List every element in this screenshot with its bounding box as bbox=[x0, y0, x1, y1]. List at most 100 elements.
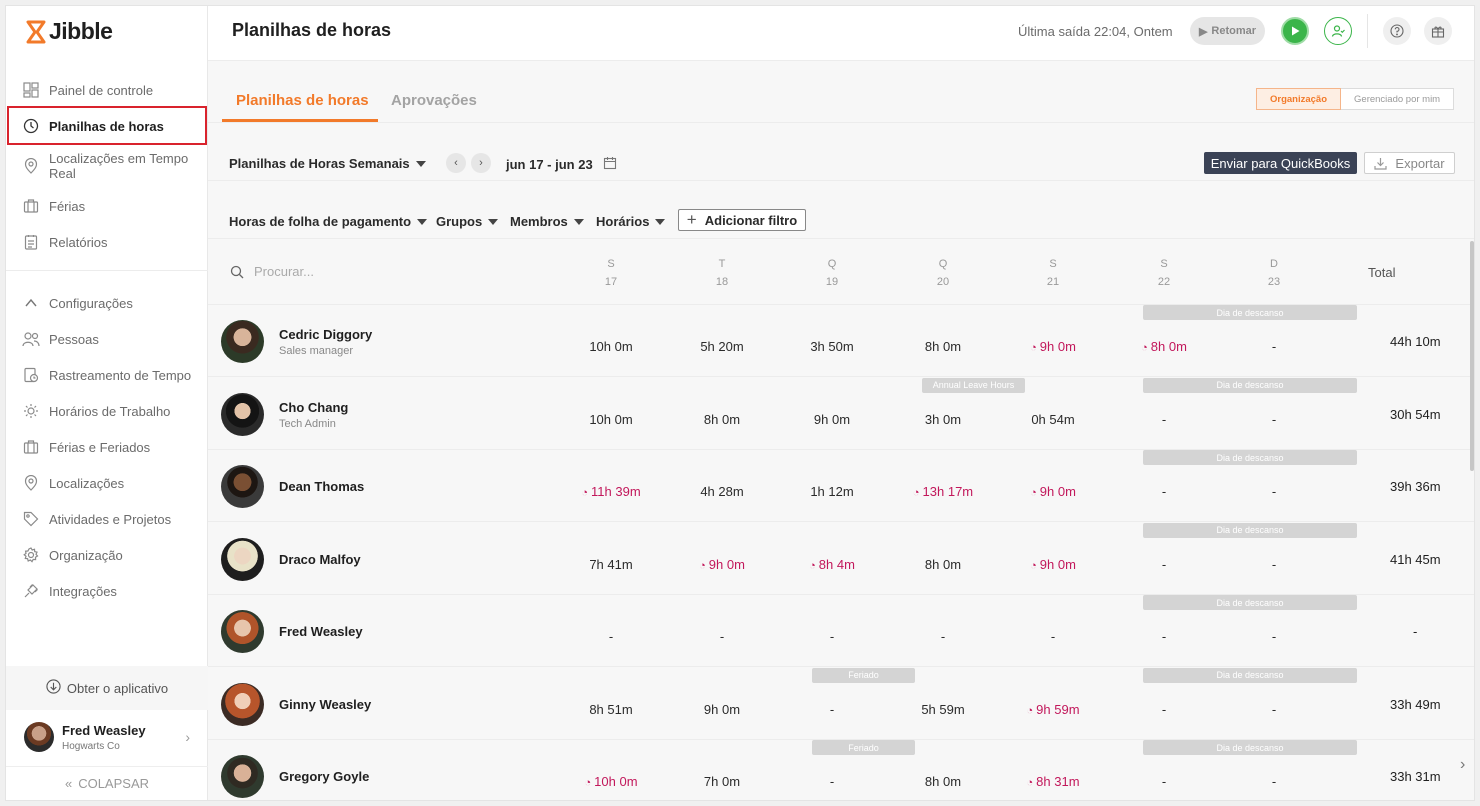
member-name[interactable]: Gregory Goyle bbox=[279, 769, 370, 784]
day-hours-cell[interactable]: 10h 0m bbox=[589, 339, 633, 354]
table-row[interactable]: Cho Chang Tech Admin Annual Leave Hours Dia… bbox=[208, 377, 1474, 450]
day-hours-cell[interactable]: 9h 0m bbox=[998, 484, 1108, 499]
sidebar-item-leave-holidays[interactable]: Férias e Feriados bbox=[6, 429, 208, 465]
day-hours-cell[interactable]: 5h 59m bbox=[921, 701, 965, 717]
day-hours-cell[interactable]: 7h 41m bbox=[589, 556, 633, 572]
day-hours-cell[interactable]: 8h 0m bbox=[924, 339, 962, 354]
table-row[interactable]: Fred Weasley Dia de descanso - - - - - - - - bbox=[208, 595, 1474, 667]
sidebar-item-dashboard[interactable]: Painel de controle bbox=[6, 72, 208, 108]
day-hours-cell[interactable]: 0h 54m bbox=[1031, 411, 1075, 427]
previous-week-button[interactable]: ‹ bbox=[446, 153, 466, 173]
sidebar-item-work-schedules[interactable]: Horários de Trabalho bbox=[6, 393, 208, 429]
day-hours-cell[interactable]: - bbox=[1161, 556, 1167, 572]
day-hours-cell[interactable]: 4h 28m bbox=[700, 484, 744, 499]
next-week-button[interactable]: › bbox=[471, 153, 491, 173]
sidebar-item-locations[interactable]: Localizações bbox=[6, 465, 208, 501]
day-hours-cell[interactable]: 9h 59m bbox=[998, 702, 1108, 717]
get-app-button[interactable]: Obter o aplicativo bbox=[6, 666, 208, 710]
day-hours-cell[interactable]: - bbox=[940, 629, 946, 644]
members-filter-dropdown[interactable]: Membros bbox=[510, 214, 584, 229]
day-hours-cell[interactable]: 8h 0m bbox=[924, 774, 962, 789]
day-hours-cell[interactable]: - bbox=[1271, 556, 1277, 572]
search-field[interactable]: Procurar... bbox=[230, 264, 314, 279]
day-hours-cell[interactable]: - bbox=[1050, 629, 1056, 644]
export-button[interactable]: Exportar bbox=[1364, 152, 1455, 174]
day-hours-cell[interactable]: - bbox=[608, 629, 614, 644]
clock-in-play-button[interactable] bbox=[1281, 17, 1309, 45]
sidebar-item-reports[interactable]: Relatórios bbox=[6, 224, 208, 260]
day-hours-cell[interactable]: - bbox=[1271, 411, 1277, 427]
sidebar-item-activities-projects[interactable]: Atividades e Projetos bbox=[6, 501, 208, 537]
member-name[interactable]: Cho Chang bbox=[279, 399, 349, 415]
schedules-filter-dropdown[interactable]: Horários bbox=[596, 214, 666, 229]
day-hours-cell[interactable]: 9h 0m bbox=[813, 411, 851, 427]
help-button[interactable] bbox=[1383, 17, 1411, 45]
collapse-sidebar-button[interactable]: « COLAPSAR bbox=[6, 766, 208, 800]
view-dropdown[interactable]: Planilhas de Horas Semanais bbox=[229, 156, 426, 171]
clock-in-for-others-button[interactable] bbox=[1324, 17, 1352, 45]
day-hours-cell[interactable]: - bbox=[829, 774, 835, 789]
day-hours-cell[interactable]: 7h 0m bbox=[703, 774, 741, 789]
day-hours-cell[interactable]: 8h 31m bbox=[998, 774, 1108, 789]
day-hours-cell[interactable]: 10h 0m bbox=[556, 774, 666, 789]
sidebar-item-live-locations[interactable]: Localizações em Tempo Real bbox=[6, 144, 208, 188]
scope-managed-by-me-button[interactable]: Gerenciado por mim bbox=[1354, 93, 1441, 105]
member-name[interactable]: Ginny Weasley bbox=[279, 696, 372, 712]
day-hours-cell[interactable]: 8h 0m bbox=[924, 556, 962, 572]
table-row[interactable]: Gregory Goyle Feriado Dia de descanso 10h 0… bbox=[208, 740, 1474, 800]
add-filter-button[interactable]: + Adicionar filtro bbox=[678, 209, 806, 231]
day-hours-cell[interactable]: - bbox=[1161, 701, 1167, 717]
calendar-icon[interactable] bbox=[603, 156, 617, 175]
tab-approvals[interactable]: Aprovações bbox=[391, 92, 477, 109]
groups-filter-dropdown[interactable]: Grupos bbox=[436, 214, 499, 229]
day-hours-cell[interactable]: - bbox=[1161, 411, 1167, 427]
day-hours-cell[interactable]: - bbox=[829, 701, 835, 717]
payroll-hours-dropdown[interactable]: Horas de folha de pagamento bbox=[229, 214, 428, 229]
tab-timesheets[interactable]: Planilhas de horas bbox=[236, 92, 369, 109]
scope-organization-button[interactable]: Organização bbox=[1256, 88, 1342, 110]
day-hours-cell[interactable]: 9h 0m bbox=[998, 339, 1108, 354]
member-name[interactable]: Draco Malfoy bbox=[279, 551, 361, 567]
sidebar-item-integrations[interactable]: Integrações bbox=[6, 573, 208, 609]
whats-new-button[interactable] bbox=[1424, 17, 1452, 45]
day-hours-cell[interactable]: - bbox=[829, 629, 835, 644]
member-name[interactable]: Fred Weasley bbox=[279, 624, 363, 639]
sidebar-settings-toggle[interactable]: Configurações bbox=[6, 285, 208, 321]
day-hours-cell[interactable]: 9h 0m bbox=[667, 557, 777, 572]
member-name[interactable]: Cedric Diggory bbox=[279, 327, 373, 342]
day-hours-cell[interactable]: 9h 0m bbox=[703, 701, 741, 717]
sidebar-item-leave[interactable]: Férias bbox=[6, 188, 208, 224]
day-hours-cell[interactable]: 1h 12m bbox=[810, 484, 854, 499]
day-hours-cell[interactable]: 8h 4m bbox=[777, 557, 887, 572]
sidebar-item-timesheets[interactable]: Planilhas de horas bbox=[6, 108, 208, 144]
day-hours-cell[interactable]: - bbox=[1271, 629, 1277, 644]
date-range[interactable]: jun 17 - jun 23 bbox=[506, 157, 593, 172]
day-hours-cell[interactable]: 11h 39m bbox=[556, 484, 666, 499]
sidebar-item-people[interactable]: Pessoas bbox=[6, 321, 208, 357]
day-hours-cell[interactable]: - bbox=[1161, 484, 1167, 499]
resume-button[interactable]: ▶ Retomar bbox=[1190, 17, 1265, 45]
jibble-logo[interactable]: Jibble bbox=[26, 18, 113, 45]
day-hours-cell[interactable]: 3h 0m bbox=[924, 411, 962, 427]
sidebar-item-organization[interactable]: Organização bbox=[6, 537, 208, 573]
day-hours-cell[interactable]: 8h 0m bbox=[703, 411, 741, 427]
day-hours-cell[interactable]: - bbox=[1271, 774, 1277, 789]
day-hours-cell[interactable]: 8h 0m bbox=[1109, 339, 1219, 354]
day-hours-cell[interactable]: 5h 20m bbox=[700, 339, 744, 354]
send-to-quickbooks-button[interactable]: Enviar para QuickBooks bbox=[1204, 152, 1357, 174]
day-hours-cell[interactable]: 10h 0m bbox=[589, 411, 633, 427]
day-hours-cell[interactable]: - bbox=[719, 629, 725, 644]
day-hours-cell[interactable]: - bbox=[1271, 701, 1277, 717]
sidebar-item-time-tracking[interactable]: Rastreamento de Tempo bbox=[6, 357, 208, 393]
day-hours-cell[interactable]: - bbox=[1161, 629, 1167, 644]
user-profile-card[interactable]: Fred Weasley Hogwarts Co › bbox=[6, 711, 208, 763]
day-hours-cell[interactable]: - bbox=[1271, 484, 1277, 499]
day-hours-cell[interactable]: 3h 50m bbox=[810, 339, 854, 354]
table-row[interactable]: Dean Thomas Dia de descanso 11h 39m 4h 28m 1… bbox=[208, 450, 1474, 522]
member-name[interactable]: Dean Thomas bbox=[279, 479, 365, 494]
table-row[interactable]: Ginny Weasley Feriado Dia de descanso 8h 51… bbox=[208, 667, 1474, 740]
day-hours-cell[interactable]: 9h 0m bbox=[998, 557, 1108, 572]
scroll-right-chevron-icon[interactable]: › bbox=[1460, 756, 1466, 773]
table-row[interactable]: Cedric Diggory Sales manager Dia de descan… bbox=[208, 305, 1474, 377]
